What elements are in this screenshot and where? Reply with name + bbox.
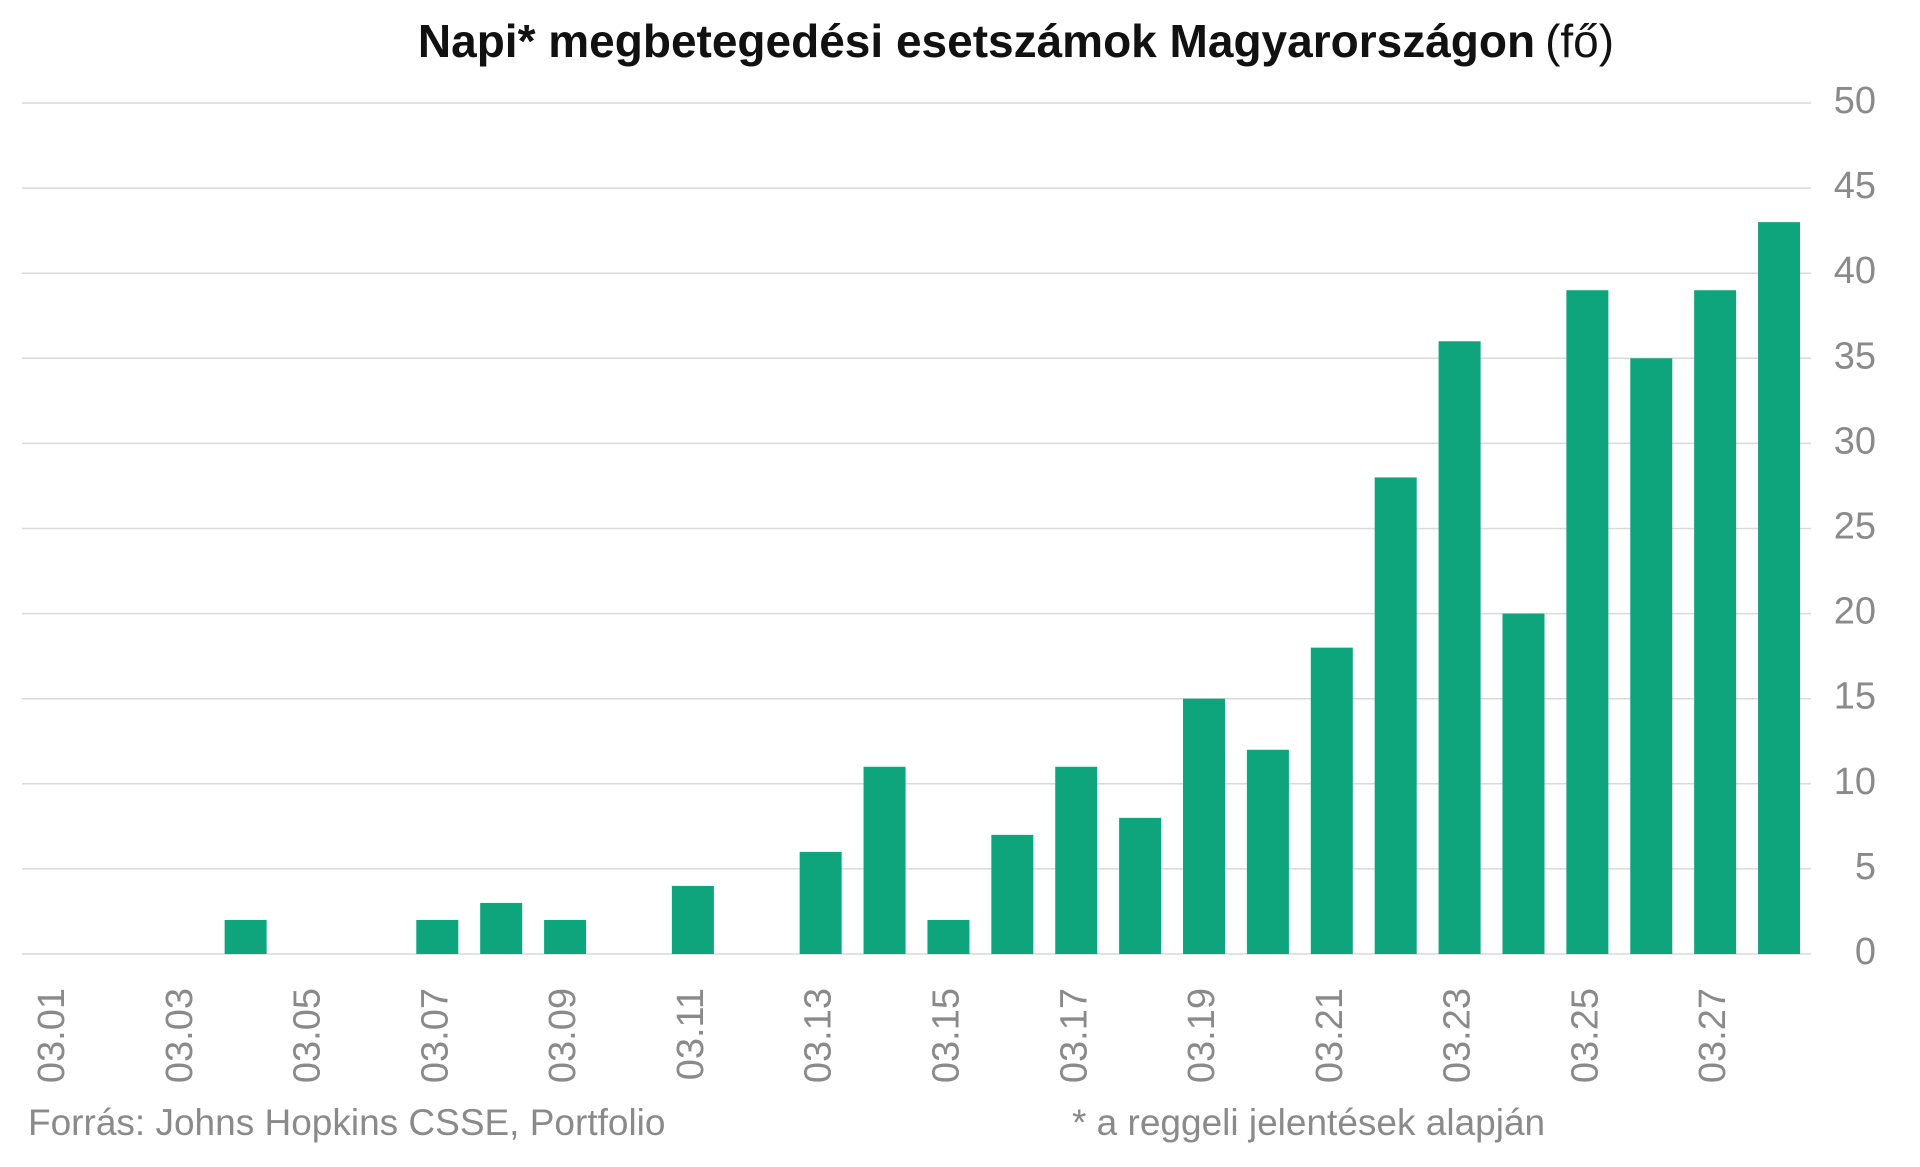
bar <box>1694 290 1737 955</box>
bar <box>991 834 1034 954</box>
bar <box>799 851 842 954</box>
y-tick-label: 15 <box>1834 676 1876 718</box>
source: Forrás: Johns Hopkins CSSE, Portfolio <box>28 1102 665 1143</box>
bar <box>1630 358 1673 954</box>
x-tick-label: 03.13 <box>798 988 840 1083</box>
bar <box>863 766 906 954</box>
x-tick-label: 03.17 <box>1053 988 1095 1083</box>
bar <box>1119 817 1162 954</box>
bar <box>1183 698 1226 954</box>
y-tick-label: 0 <box>1855 931 1876 973</box>
bar <box>544 919 587 954</box>
x-tick-label: 03.23 <box>1437 988 1479 1083</box>
bar <box>480 902 523 954</box>
x-tick-label: 03.03 <box>159 988 201 1083</box>
bar <box>927 919 970 954</box>
bar <box>671 885 714 954</box>
bar <box>1055 766 1098 954</box>
x-tick-label: 03.21 <box>1309 988 1351 1083</box>
note: * a reggeli jelentések alapján <box>1072 1102 1545 1143</box>
x-tick-label: 03.19 <box>1181 988 1223 1083</box>
y-tick-label: 20 <box>1834 591 1876 633</box>
chart-title: Napi* megbetegedési esetszámok Magyarors… <box>418 15 1614 67</box>
bar <box>224 919 267 954</box>
bar <box>1502 613 1545 954</box>
x-tick-label: 03.05 <box>287 988 329 1083</box>
title-unit: (fő) <box>1545 15 1614 67</box>
y-tick-label: 5 <box>1855 846 1876 888</box>
bar <box>1758 222 1801 954</box>
title-main: Napi* megbetegedési esetszámok Magyarors… <box>418 15 1535 67</box>
y-tick-label: 30 <box>1834 420 1876 462</box>
bar <box>1438 341 1481 954</box>
y-tick-label: 25 <box>1834 506 1876 548</box>
x-tick-label: 03.27 <box>1692 988 1734 1083</box>
bar <box>1566 290 1609 955</box>
y-tick-label: 50 <box>1834 80 1876 122</box>
x-tick-label: 03.09 <box>542 988 584 1083</box>
x-tick-label: 03.11 <box>670 988 712 1080</box>
x-tick-label: 03.15 <box>925 988 967 1083</box>
bar <box>1246 749 1289 954</box>
bar <box>1310 647 1353 954</box>
x-tick-label: 03.01 <box>31 988 73 1083</box>
x-tick-label: 03.25 <box>1564 988 1606 1083</box>
y-tick-label: 45 <box>1834 165 1876 207</box>
x-tick-label: 03.07 <box>414 988 456 1083</box>
y-tick-label: 10 <box>1834 761 1876 803</box>
bar <box>1374 477 1417 954</box>
y-tick-label: 35 <box>1834 335 1876 377</box>
y-tick-label: 40 <box>1834 250 1876 292</box>
bar <box>416 919 459 954</box>
